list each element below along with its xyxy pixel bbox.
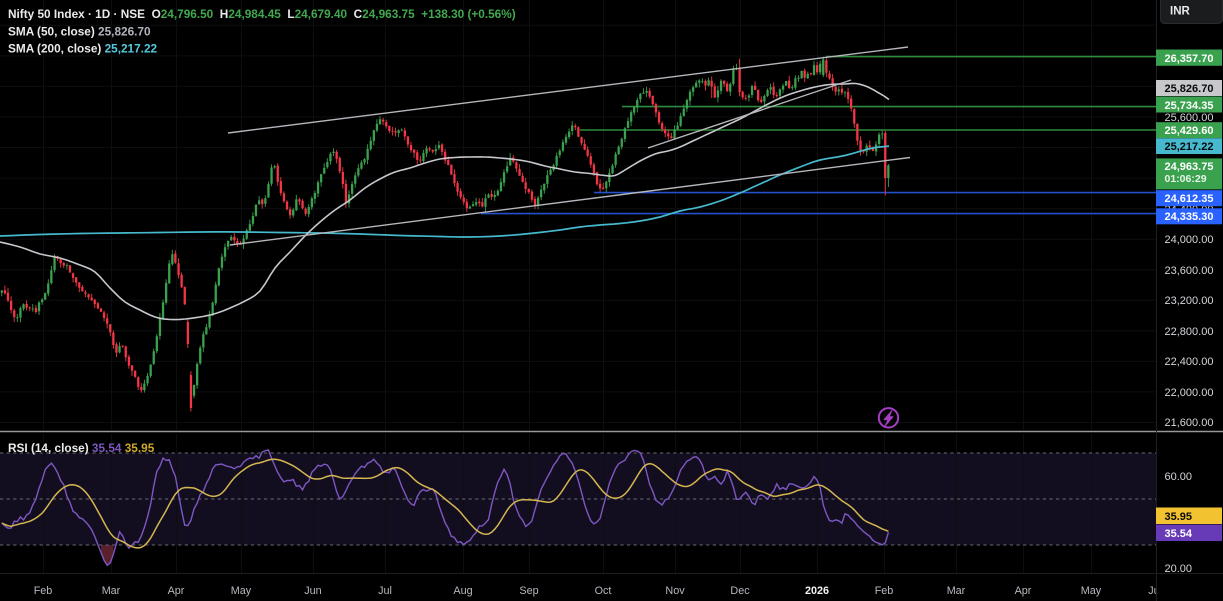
svg-text:25,600.00: 25,600.00 [1165, 112, 1214, 124]
svg-text:24,612.35: 24,612.35 [1165, 193, 1214, 205]
svg-text:Dec: Dec [730, 585, 750, 597]
svg-text:20.00: 20.00 [1165, 563, 1193, 575]
svg-text:24,963.75: 24,963.75 [1165, 161, 1214, 173]
svg-text:INR: INR [1170, 6, 1191, 18]
svg-text:60.00: 60.00 [1165, 471, 1193, 483]
svg-text:35.95: 35.95 [1165, 511, 1193, 523]
svg-text:RSI (14, close) 35.54 35.95: RSI (14, close) 35.54 35.95 [8, 441, 155, 455]
svg-text:May: May [1081, 585, 1102, 597]
svg-text:Jul: Jul [378, 585, 392, 597]
svg-text:Feb: Feb [34, 585, 53, 597]
svg-text:Mar: Mar [102, 585, 121, 597]
svg-text:Aug: Aug [453, 585, 472, 597]
svg-text:22,400.00: 22,400.00 [1165, 356, 1214, 368]
svg-text:22,000.00: 22,000.00 [1165, 387, 1214, 399]
svg-text:May: May [231, 585, 252, 597]
svg-text:2026: 2026 [805, 585, 829, 597]
svg-text:25,429.60: 25,429.60 [1165, 125, 1214, 137]
svg-text:23,200.00: 23,200.00 [1165, 295, 1214, 307]
svg-text:Mar: Mar [947, 585, 966, 597]
svg-text:22,800.00: 22,800.00 [1165, 326, 1214, 338]
svg-text:25,734.35: 25,734.35 [1165, 100, 1214, 112]
svg-text:35.54: 35.54 [1165, 528, 1193, 540]
svg-text:24,335.30: 24,335.30 [1165, 211, 1214, 223]
svg-text:25,826.70: 25,826.70 [1165, 83, 1214, 95]
svg-text:01:06:29: 01:06:29 [1165, 173, 1207, 185]
svg-text:Nov: Nov [665, 585, 685, 597]
svg-text:24,000.00: 24,000.00 [1165, 234, 1214, 246]
svg-text:Apr: Apr [168, 585, 185, 597]
svg-text:26,357.70: 26,357.70 [1165, 53, 1214, 65]
svg-text:23,600.00: 23,600.00 [1165, 265, 1214, 277]
svg-text:Sep: Sep [519, 585, 538, 597]
svg-text:Oct: Oct [595, 585, 612, 597]
svg-text:21,600.00: 21,600.00 [1165, 417, 1214, 429]
svg-text:SMA (200, close) 25,217.22: SMA (200, close) 25,217.22 [8, 42, 158, 56]
svg-text:25,217.22: 25,217.22 [1165, 141, 1214, 153]
svg-text:Jun: Jun [1148, 585, 1165, 597]
svg-text:Nifty 50 Index · 1D · NSE O24: Nifty 50 Index · 1D · NSE O24,796.50 H24… [8, 7, 516, 21]
svg-text:Feb: Feb [875, 585, 894, 597]
svg-text:Jun: Jun [304, 585, 321, 597]
svg-text:Apr: Apr [1015, 585, 1032, 597]
svg-text:SMA (50, close) 25,826.70: SMA (50, close) 25,826.70 [8, 25, 151, 39]
